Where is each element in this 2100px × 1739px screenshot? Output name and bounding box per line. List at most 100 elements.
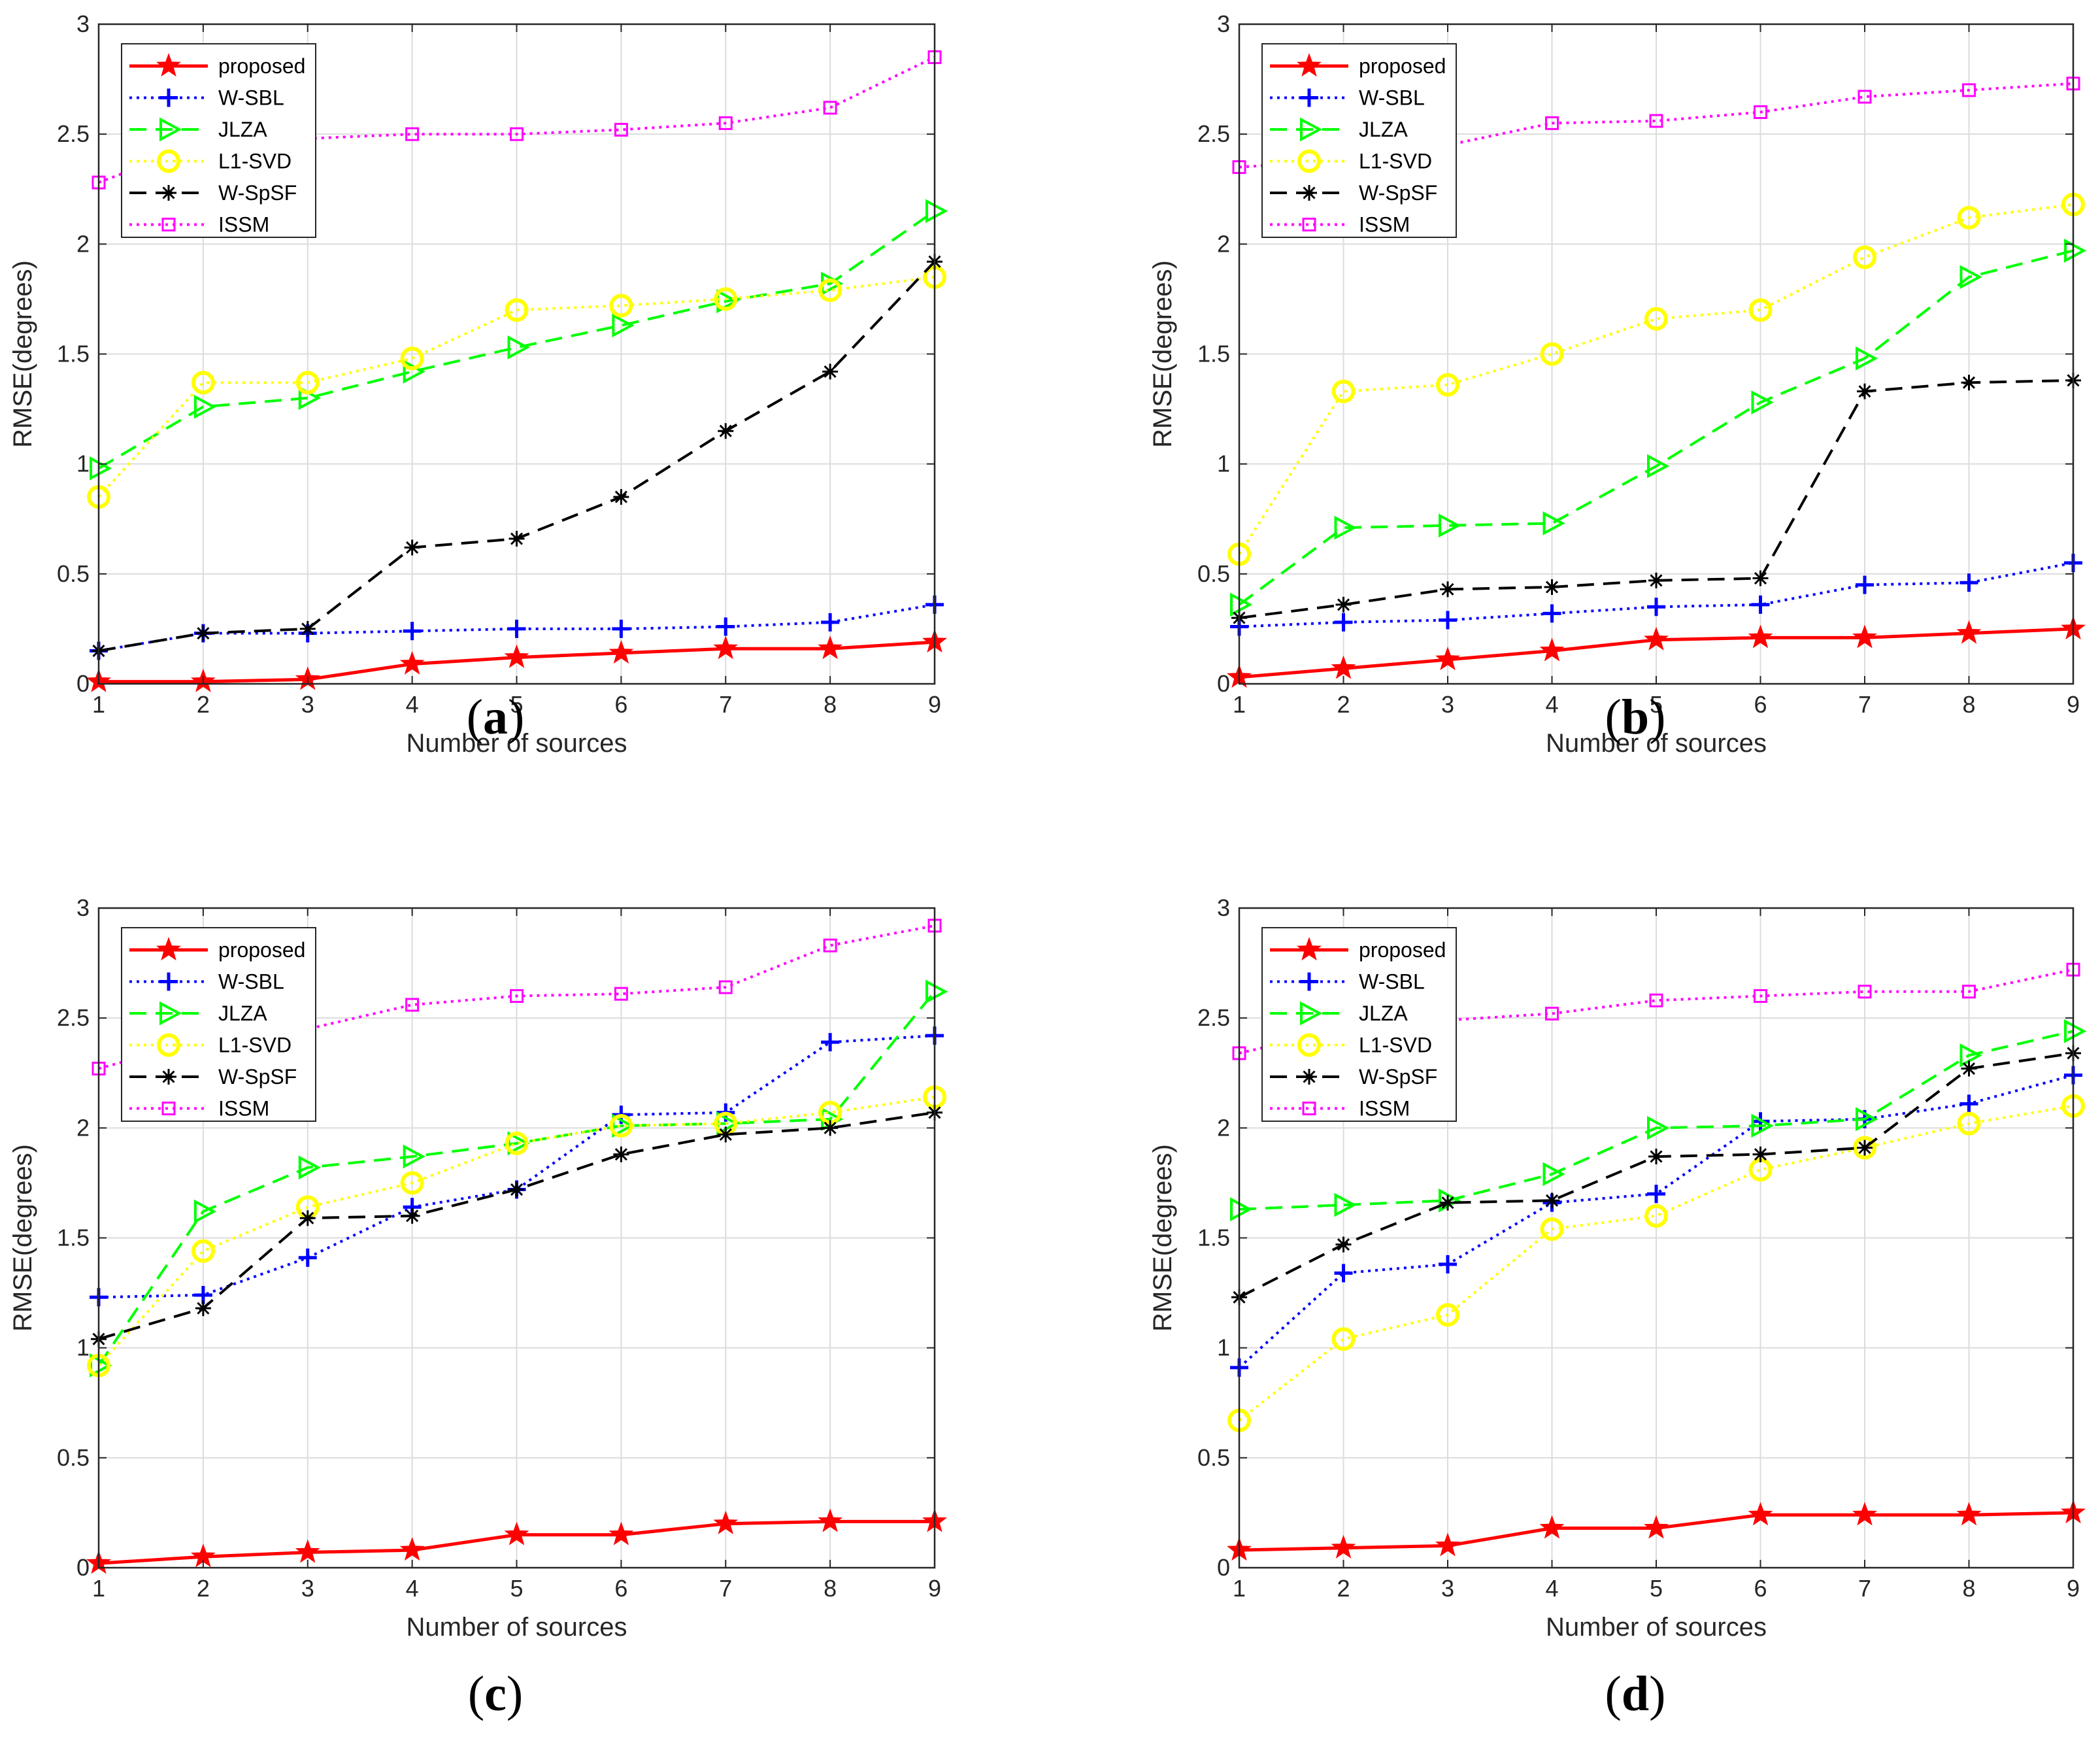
data-point [818,635,843,660]
legend-label: W-SpSF [1359,1065,1437,1089]
y-tick-label: 2 [1217,230,1230,257]
data-point [1439,1188,1461,1213]
y-tick-label: 1.5 [1197,341,1230,367]
y-tick-label: 0.5 [57,560,90,587]
data-point [1956,620,1982,644]
data-point [1649,993,1663,1007]
data-point [1748,1502,1773,1526]
data-point [1331,1534,1356,1559]
data-point [925,979,948,1004]
y-tick-label: 0 [76,670,90,697]
data-point [299,620,316,637]
data-point [1439,611,1457,630]
x-tick-label: 2 [197,1575,210,1602]
x-tick-label: 7 [719,1575,732,1602]
data-point [613,1146,629,1162]
legend-marker [1300,88,1318,107]
data-point [1748,298,1773,322]
data-point [191,371,215,395]
x-tick-label: 2 [1337,1575,1350,1602]
legend-marker [159,1001,182,1026]
data-point [195,625,211,641]
chart-panel-a: 1 2 3 4 5 6 7 8 9 0 0.5 1 1.5 2 2.5 3 Number of sources R… [8,10,948,758]
data-point [1540,342,1564,366]
data-point [1748,624,1773,649]
data-point [822,363,839,380]
legend-label: ISSM [1359,213,1410,237]
chart-panel-b: 1 2 3 4 5 6 7 8 9 0 0.5 1 1.5 2 2.5 3 Number of sources R… [1148,10,2087,758]
y-tick-label: 3 [1217,10,1230,37]
data-point [612,313,635,338]
x-tick-label: 9 [928,1575,941,1602]
legend-item: W-SpSF [1270,181,1437,205]
data-point [298,1248,317,1267]
data-point [1957,1111,1981,1136]
x-tick-label: 9 [2067,691,2080,718]
legend-item: W-SBL [1270,970,1425,994]
y-tick-label: 0.5 [1197,560,1230,587]
y-tick-label: 2.5 [1197,1004,1230,1031]
data-point [1647,1185,1665,1204]
series-jlza [1230,1019,2087,1222]
x-tick-label: 3 [301,691,314,718]
data-point [1542,604,1561,623]
legend-marker [157,149,180,173]
legend-label: JLZA [218,118,267,141]
x-tick-label: 2 [1337,691,1350,718]
data-point [1751,390,1774,414]
data-point [1647,454,1670,479]
data-point [1858,985,1872,999]
legend-label: W-SpSF [218,1065,297,1089]
legend-label: L1-SVD [1359,1034,1432,1057]
series-line [1239,1030,2074,1211]
legend-label: W-SpSF [218,181,297,205]
caption-letter: b [1622,690,1649,745]
data-point [505,1131,529,1155]
x-tick-label: 8 [824,1575,837,1602]
data-point [1334,515,1357,540]
legend-label: W-SBL [218,970,284,994]
data-point [1649,114,1663,128]
data-point [1751,595,1770,614]
data-point [403,1144,425,1169]
data-point [295,1539,320,1563]
legend-label: JLZA [1359,118,1408,141]
caption-open-paren: ( [467,690,483,745]
data-point [718,980,733,994]
y-tick-label: 3 [76,10,90,37]
x-tick-label: 3 [301,1575,314,1602]
data-point [507,335,530,360]
data-point [1440,581,1456,598]
legend-box [1261,43,1457,238]
x-tick-label: 1 [92,1575,105,1602]
legend-item: proposed [129,53,305,78]
legend-marker [159,972,178,991]
data-point [1752,570,1769,586]
y-tick-label: 0 [1217,670,1230,697]
caption-open-paren: ( [468,1666,484,1721]
y-axis-label: RMSE(degrees) [8,260,37,448]
data-point [1436,373,1459,397]
data-point [609,1113,633,1138]
legend-label: proposed [1359,54,1446,78]
x-tick-label: 5 [1650,1575,1663,1602]
x-tick-label: 1 [92,691,105,718]
data-point [1542,511,1565,535]
legend-item: L1-SVD [1270,1033,1432,1057]
data-point [718,1126,734,1143]
data-point [1542,1162,1565,1187]
data-point [400,346,424,371]
y-tick-label: 0.5 [57,1444,90,1471]
x-tick-label: 6 [614,691,627,718]
data-point [1230,1197,1253,1222]
legend-item: JLZA [1270,117,1408,142]
caption-letter: a [483,690,508,745]
data-point [1230,592,1253,617]
x-tick-label: 4 [1545,1575,1558,1602]
data-point [1545,116,1559,130]
legend-item: W-SBL [129,86,284,110]
subfigure-caption: (b) [1605,690,1666,745]
data-point [1436,1303,1459,1327]
data-point [1647,598,1665,616]
data-point [505,298,529,322]
